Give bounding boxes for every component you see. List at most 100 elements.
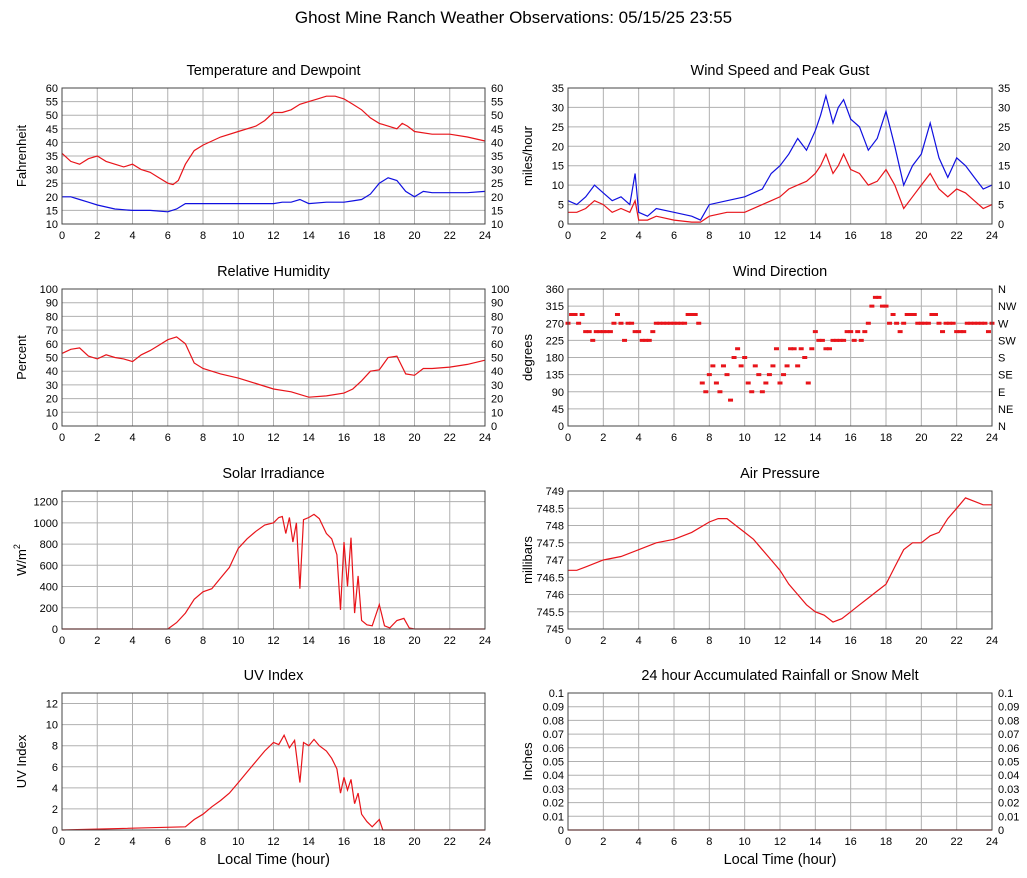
data-point: [841, 338, 847, 342]
x-tick-label: 2: [94, 635, 100, 647]
right-tick-label: NE: [998, 404, 1013, 416]
y-tick-label: 0.02: [543, 798, 564, 810]
right-tick-label: 60: [491, 339, 503, 351]
right-tick-label: 0.05: [998, 757, 1019, 769]
x-tick-label: 20: [408, 230, 420, 242]
right-tick-label: 0: [998, 219, 1004, 231]
data-point: [851, 338, 857, 342]
series-line: [61, 95, 486, 186]
x-tick-label: 24: [986, 230, 998, 242]
data-point: [569, 312, 575, 316]
x-tick-label: 24: [479, 230, 491, 242]
x-tick-label: 0: [565, 432, 571, 444]
y-tick-label: 2: [52, 804, 58, 816]
data-point: [812, 330, 818, 334]
data-point: [802, 356, 808, 359]
y-tick-label: 0: [558, 219, 564, 231]
right-tick-label: S: [998, 353, 1005, 365]
data-point: [894, 321, 900, 325]
y-axis-label: Percent: [14, 335, 29, 380]
data-point: [925, 321, 931, 325]
data-point: [720, 364, 726, 368]
y-tick-label: 30: [552, 102, 564, 114]
data-point: [643, 338, 649, 342]
y-axis-label: miles/hour: [520, 125, 535, 186]
x-tick-label: 8: [200, 230, 206, 242]
x-tick-label: 22: [444, 230, 456, 242]
data-point: [784, 364, 790, 368]
x-tick-label: 2: [600, 230, 606, 242]
data-point: [816, 338, 822, 342]
x-tick-label: 8: [706, 635, 712, 647]
data-point: [901, 321, 907, 325]
y-axis-label: degrees: [520, 334, 535, 381]
x-tick-label: 0: [565, 836, 571, 848]
y-tick-label: 12: [46, 699, 58, 711]
x-tick-label: 12: [774, 432, 786, 444]
x-tick-label: 16: [338, 230, 350, 242]
right-tick-label: 0.08: [998, 715, 1019, 727]
y-tick-label: 25: [46, 178, 58, 190]
data-point: [985, 330, 991, 334]
data-point: [713, 381, 719, 385]
data-point: [872, 295, 878, 299]
x-tick-label: 24: [986, 635, 998, 647]
x-tick-label: 16: [845, 230, 857, 242]
y-tick-label: 4: [52, 783, 58, 795]
y-tick-label: 0.1: [549, 688, 564, 700]
y-tick-label: 315: [546, 301, 564, 313]
data-point: [731, 356, 737, 359]
x-tick-label: 16: [845, 836, 857, 848]
data-point: [805, 381, 811, 385]
x-tick-label: 14: [809, 836, 821, 848]
y-tick-label: 35: [552, 83, 564, 95]
right-tick-label: 30: [491, 380, 503, 392]
right-tick-label: 0.01: [998, 811, 1019, 823]
data-point: [703, 390, 709, 394]
plot-frame: [61, 288, 486, 427]
right-tick-label: 25: [491, 178, 503, 190]
chart-title: Wind Speed and Peak Gust: [691, 63, 870, 79]
x-tick-label: 8: [706, 230, 712, 242]
data-point: [639, 338, 645, 342]
y-tick-label: 0.03: [543, 784, 564, 796]
data-point: [611, 321, 617, 325]
y-tick-label: 0.06: [543, 743, 564, 755]
data-point: [964, 321, 970, 325]
x-tick-label: 6: [165, 836, 171, 848]
data-point: [940, 330, 946, 334]
data-point: [629, 321, 635, 325]
series-line: [567, 93, 993, 221]
x-tick-label: 18: [373, 836, 385, 848]
data-point: [897, 330, 903, 334]
y-tick-label: 225: [546, 335, 564, 347]
data-point: [795, 364, 801, 368]
y-tick-label: 15: [46, 205, 58, 217]
right-tick-label: 35: [491, 151, 503, 163]
data-point: [834, 338, 840, 342]
y-tick-label: 200: [40, 603, 58, 615]
x-tick-label: 14: [809, 230, 821, 242]
x-tick-label: 4: [636, 432, 642, 444]
x-tick-label: 6: [165, 635, 171, 647]
y-tick-label: 0: [558, 825, 564, 837]
data-point: [572, 312, 578, 316]
data-point: [745, 381, 751, 385]
data-point: [879, 304, 885, 308]
right-tick-label: 0.06: [998, 743, 1019, 755]
y-tick-label: 25: [552, 122, 564, 134]
data-point: [657, 321, 663, 325]
right-tick-label: 50: [491, 110, 503, 122]
y-axis-label: UV Index: [14, 734, 29, 788]
data-point: [763, 381, 769, 385]
right-tick-label: NW: [998, 301, 1017, 313]
y-tick-label: 0.04: [543, 770, 564, 782]
data-point: [671, 321, 677, 325]
plot-frame: [61, 692, 486, 831]
chart-title: Solar Irradiance: [222, 466, 324, 482]
y-tick-label: 0: [52, 825, 58, 837]
y-tick-label: 0.07: [543, 729, 564, 741]
x-tick-label: 4: [636, 836, 642, 848]
data-point: [932, 312, 938, 316]
